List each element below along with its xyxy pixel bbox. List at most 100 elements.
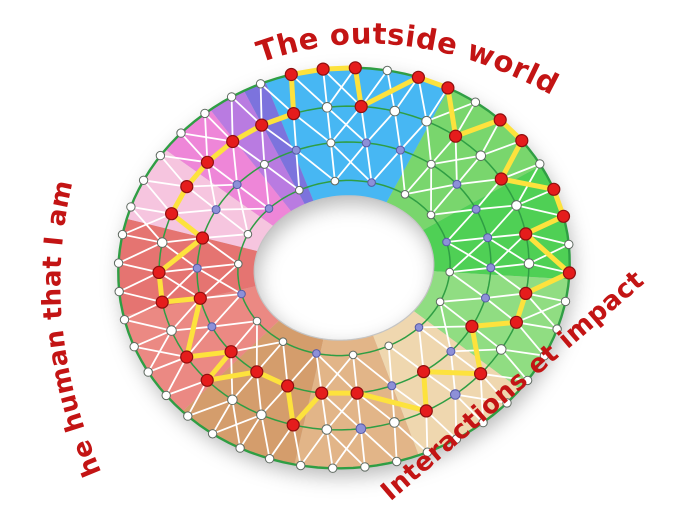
red-node[interactable] (250, 365, 264, 379)
white-node[interactable] (256, 409, 267, 421)
purple-node[interactable] (192, 263, 202, 273)
purple-node[interactable] (486, 263, 496, 273)
white-node[interactable] (183, 411, 193, 421)
white-node[interactable] (502, 398, 512, 408)
white-node[interactable] (156, 237, 168, 248)
white-node[interactable] (445, 267, 455, 277)
red-node[interactable] (224, 345, 238, 359)
red-node[interactable] (562, 266, 577, 280)
white-node[interactable] (200, 108, 210, 119)
red-node[interactable] (316, 62, 330, 76)
white-node[interactable] (207, 429, 218, 439)
purple-node[interactable] (367, 178, 376, 187)
red-node[interactable] (165, 207, 179, 221)
red-node[interactable] (193, 291, 207, 305)
wheel-sector[interactable] (210, 90, 305, 212)
white-node[interactable] (522, 375, 533, 386)
white-node[interactable] (511, 200, 522, 211)
wheel-sector[interactable] (118, 218, 258, 316)
white-node[interactable] (389, 417, 400, 428)
purple-node[interactable] (452, 179, 462, 189)
white-node[interactable] (426, 159, 436, 169)
red-node[interactable] (419, 404, 433, 418)
white-node[interactable] (138, 175, 149, 186)
white-node[interactable] (234, 259, 243, 269)
red-node[interactable] (180, 180, 194, 194)
white-node[interactable] (535, 159, 545, 169)
white-node[interactable] (392, 456, 402, 467)
purple-node[interactable] (387, 381, 397, 391)
red-node[interactable] (493, 113, 507, 127)
red-node[interactable] (417, 365, 431, 379)
red-node[interactable] (286, 418, 300, 432)
white-node[interactable] (384, 341, 394, 351)
red-node[interactable] (515, 134, 529, 148)
red-node[interactable] (195, 231, 210, 245)
white-node[interactable] (278, 337, 288, 347)
white-node[interactable] (129, 342, 139, 352)
white-node[interactable] (552, 324, 562, 334)
red-node[interactable] (494, 172, 508, 186)
purple-node[interactable] (395, 145, 405, 155)
white-node[interactable] (348, 350, 358, 360)
white-node[interactable] (422, 447, 433, 457)
wheel-sector[interactable] (165, 109, 292, 226)
white-node[interactable] (326, 138, 336, 148)
red-node[interactable] (281, 379, 295, 393)
white-node[interactable] (235, 443, 245, 453)
red-node[interactable] (152, 265, 166, 279)
purple-node[interactable] (232, 180, 242, 190)
white-node[interactable] (539, 351, 550, 361)
purple-node[interactable] (450, 389, 461, 400)
purple-node[interactable] (446, 346, 456, 356)
red-node[interactable] (354, 99, 368, 114)
white-node[interactable] (564, 239, 574, 250)
white-node[interactable] (478, 417, 488, 428)
white-node[interactable] (259, 159, 269, 169)
purple-node[interactable] (312, 349, 321, 358)
white-node[interactable] (451, 434, 462, 444)
white-node[interactable] (114, 286, 124, 297)
white-node[interactable] (421, 115, 432, 127)
white-node[interactable] (255, 79, 266, 89)
purple-node[interactable] (471, 204, 481, 214)
red-node[interactable] (226, 134, 240, 149)
white-node[interactable] (113, 258, 124, 268)
white-node[interactable] (321, 424, 333, 435)
white-node[interactable] (321, 102, 333, 113)
purple-node[interactable] (264, 204, 274, 213)
red-node[interactable] (155, 295, 169, 309)
white-node[interactable] (475, 150, 487, 161)
red-node[interactable] (255, 118, 269, 132)
purple-node[interactable] (207, 322, 217, 332)
white-node[interactable] (382, 65, 392, 76)
red-node[interactable] (348, 61, 362, 75)
white-node[interactable] (117, 229, 128, 240)
white-node[interactable] (126, 202, 136, 212)
white-node[interactable] (166, 325, 177, 336)
white-node[interactable] (296, 460, 306, 471)
red-node[interactable] (474, 367, 488, 381)
white-node[interactable] (330, 176, 340, 186)
purple-node[interactable] (442, 237, 451, 247)
white-node[interactable] (389, 105, 401, 117)
wheel-sector[interactable] (294, 335, 419, 469)
red-node[interactable] (411, 70, 425, 84)
red-node[interactable] (200, 155, 214, 169)
white-node[interactable] (243, 229, 253, 239)
red-node[interactable] (449, 129, 463, 143)
red-node[interactable] (519, 227, 533, 241)
white-node[interactable] (119, 315, 130, 325)
red-node[interactable] (315, 386, 329, 400)
purple-node[interactable] (481, 293, 490, 303)
white-node[interactable] (470, 97, 481, 107)
purple-node[interactable] (483, 233, 493, 243)
red-node[interactable] (556, 209, 571, 223)
white-node[interactable] (227, 394, 238, 406)
red-node[interactable] (441, 81, 455, 95)
white-node[interactable] (523, 258, 535, 269)
white-node[interactable] (143, 367, 153, 377)
white-node[interactable] (426, 210, 436, 220)
white-node[interactable] (176, 128, 186, 138)
purple-node[interactable] (414, 323, 424, 332)
